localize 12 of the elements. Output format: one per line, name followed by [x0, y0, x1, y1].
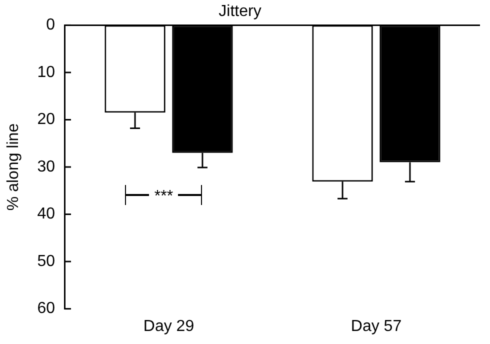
- y-tick-label: 50: [37, 252, 56, 270]
- y-tick-label: 30: [37, 158, 56, 176]
- y-tick-label: 40: [37, 206, 56, 223]
- y-axis-title: % along line: [5, 123, 22, 211]
- y-tick-label: 10: [37, 64, 56, 81]
- y-tick-label: 20: [37, 111, 56, 128]
- y-tick-label: 60: [37, 300, 56, 318]
- chart-title: Jittery: [218, 3, 262, 20]
- x-tick-label: Day 57: [350, 318, 402, 335]
- annotation: ***: [149, 184, 178, 207]
- x-tick-label: Day 29: [143, 318, 194, 335]
- y-tick-label: 0: [46, 16, 56, 34]
